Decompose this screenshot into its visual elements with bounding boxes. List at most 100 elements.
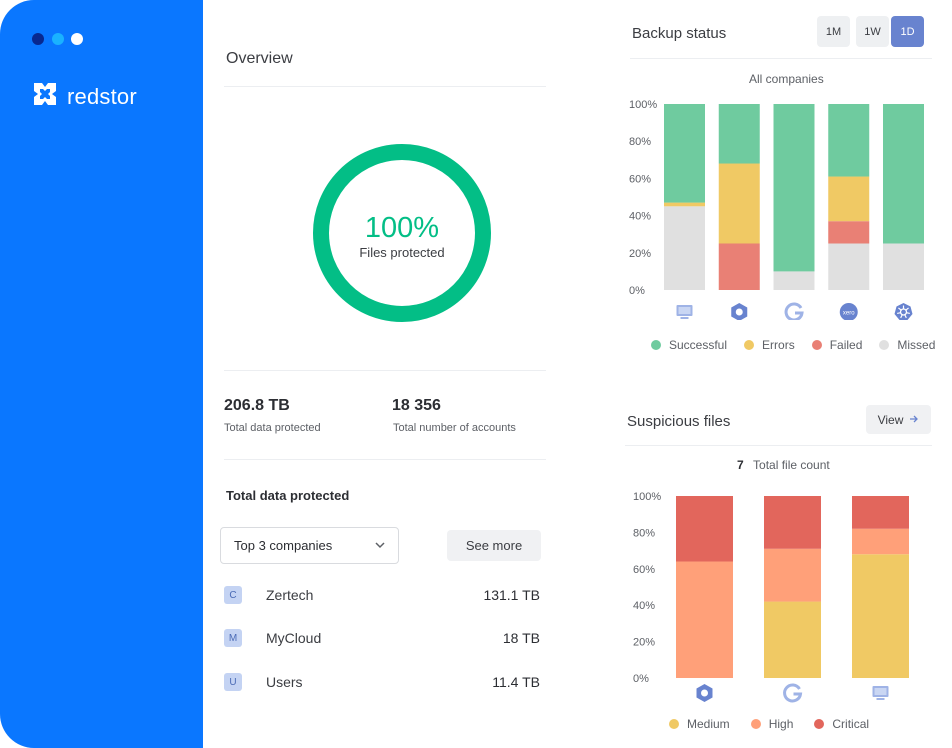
- bar-segment-high[interactable]: [676, 561, 733, 678]
- company-badge: M: [224, 629, 242, 647]
- y-tick-label: 60%: [629, 173, 651, 185]
- bar-segment-medium[interactable]: [764, 601, 821, 678]
- bar-segment-medium[interactable]: [852, 554, 909, 678]
- company-name: MyCloud: [266, 630, 322, 646]
- bar-segment-failed[interactable]: [828, 221, 870, 244]
- file-count: 7: [737, 458, 744, 472]
- company-value: 18 TB: [502, 630, 540, 646]
- brand-logo[interactable]: redstor: [31, 80, 137, 113]
- overview-title: Overview: [226, 50, 293, 67]
- legend-successful: Successful: [651, 338, 727, 352]
- total-accounts-value: 18 356: [392, 397, 441, 414]
- donut-ring: [313, 144, 491, 322]
- backup-status-chart: 100% 80% 60% 40% 20% 0% xero: [629, 99, 924, 320]
- donut-label: Files protected: [359, 245, 444, 260]
- range-1d-button[interactable]: 1D: [891, 16, 924, 47]
- company-value: 131.1 TB: [483, 587, 540, 603]
- suspicious-legend: Medium High Critical: [669, 717, 886, 731]
- file-count-line: 7 Total file count: [737, 458, 830, 472]
- range-1w-button[interactable]: 1W: [856, 16, 889, 47]
- bar-segment-missed[interactable]: [828, 243, 870, 291]
- legend-label: Critical: [832, 717, 870, 731]
- window-dot-light-blue[interactable]: [52, 33, 64, 45]
- legend-label: High: [768, 717, 794, 731]
- legend-label: Medium: [687, 717, 730, 731]
- y-tick-label: 80%: [633, 527, 655, 539]
- y-tick-label: 20%: [629, 248, 651, 260]
- bar-segment-errors[interactable]: [828, 176, 870, 222]
- brand-name: redstor: [67, 83, 137, 109]
- range-1m-button[interactable]: 1M: [817, 16, 850, 47]
- arrow-right-icon: [909, 413, 919, 427]
- company-name: Users: [266, 674, 303, 690]
- bar-segment-missed[interactable]: [664, 206, 705, 290]
- bar-segment-errors[interactable]: [664, 202, 705, 207]
- bar-segment-high[interactable]: [852, 528, 909, 555]
- bar-segment-successful[interactable]: [883, 104, 924, 244]
- bar-segment-critical[interactable]: [852, 496, 909, 529]
- hexagon-icon: [696, 684, 713, 702]
- company-name: Zertech: [266, 587, 314, 603]
- total-data-section-title: Total data protected: [226, 488, 350, 503]
- svg-text:xero: xero: [843, 311, 855, 317]
- legend-label: Missed: [897, 338, 936, 352]
- bar-segment-high[interactable]: [764, 548, 821, 602]
- y-tick-label: 60%: [633, 564, 655, 576]
- company-badge: C: [224, 586, 242, 604]
- total-accounts-label: Total number of accounts: [393, 422, 516, 434]
- bar-segment-critical[interactable]: [764, 496, 821, 549]
- company-badge: U: [224, 673, 242, 691]
- monitor-icon: [676, 305, 693, 319]
- legend-failed: Failed: [811, 338, 863, 352]
- suspicious-files-title: Suspicious files: [627, 413, 731, 430]
- backup-chart-subtitle: All companies: [749, 72, 824, 86]
- divider: [224, 86, 546, 87]
- monitor-icon: [872, 686, 889, 700]
- bar-segment-successful[interactable]: [718, 104, 760, 164]
- y-tick-label: 40%: [633, 600, 655, 612]
- dropdown-selected: Top 3 companies: [234, 538, 333, 553]
- bar-segment-failed[interactable]: [718, 243, 760, 291]
- google-icon: [783, 683, 803, 703]
- y-tick-label: 100%: [633, 491, 661, 503]
- legend-label: Errors: [762, 338, 795, 352]
- total-data-value: 206.8 TB: [224, 397, 290, 414]
- total-data-label: Total data protected: [224, 422, 321, 434]
- divider: [630, 58, 932, 59]
- view-button[interactable]: View: [866, 405, 931, 434]
- companies-dropdown[interactable]: Top 3 companies: [220, 527, 399, 564]
- bar-segment-missed[interactable]: [773, 271, 815, 290]
- divider: [224, 370, 546, 371]
- bar-segment-successful[interactable]: [828, 104, 870, 177]
- legend-label: Failed: [829, 338, 863, 352]
- divider: [224, 459, 546, 460]
- chevron-down-icon: [374, 539, 386, 554]
- suspicious-files-chart: 100% 80% 60% 40% 20% 0%: [633, 491, 909, 703]
- see-more-button[interactable]: See more: [447, 530, 541, 561]
- sidebar: redstor: [0, 0, 203, 748]
- view-label: View: [877, 412, 904, 427]
- window-dot-dark[interactable]: [32, 33, 44, 45]
- xero-icon: xero: [839, 303, 858, 320]
- y-tick-label: 40%: [629, 211, 651, 223]
- y-tick-label: 80%: [629, 136, 651, 148]
- bar-segment-missed[interactable]: [883, 243, 924, 291]
- hexagon-icon: [731, 303, 748, 320]
- bar-segment-critical[interactable]: [676, 496, 733, 562]
- backup-legend: Successful Errors Failed Missed: [651, 338, 952, 352]
- legend-high: High: [750, 717, 794, 731]
- bar-segment-errors[interactable]: [718, 163, 760, 244]
- donut-value: 100%: [365, 212, 439, 244]
- legend-medium: Medium: [669, 717, 730, 731]
- bar-segment-successful[interactable]: [664, 104, 705, 203]
- y-tick-label: 0%: [629, 285, 645, 297]
- legend-errors: Errors: [744, 338, 795, 352]
- legend-missed: Missed: [879, 338, 935, 352]
- y-tick-label: 0%: [633, 673, 649, 685]
- y-tick-label: 100%: [629, 99, 657, 111]
- google-icon: [784, 302, 804, 320]
- bar-segment-successful[interactable]: [773, 104, 815, 272]
- window-dot-white[interactable]: [71, 33, 83, 45]
- y-tick-label: 20%: [633, 637, 655, 649]
- files-protected-donut: 100% Files protected: [313, 144, 491, 322]
